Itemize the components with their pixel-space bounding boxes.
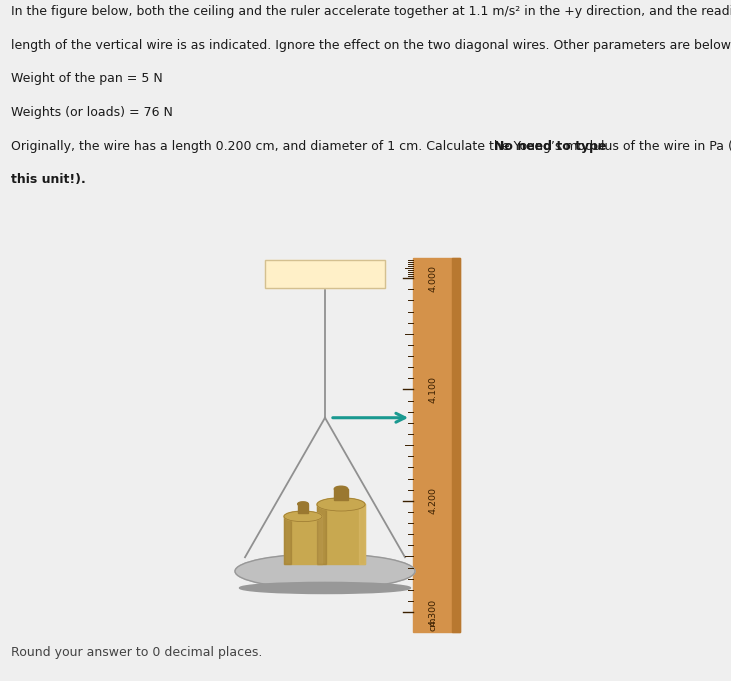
Text: No need to type: No need to type — [493, 140, 606, 153]
Text: cm: cm — [428, 617, 437, 631]
Bar — [298, 504, 308, 513]
Text: 4.300: 4.300 — [428, 599, 437, 626]
Ellipse shape — [334, 486, 348, 492]
Ellipse shape — [298, 502, 308, 506]
Bar — [334, 489, 348, 500]
Text: NOTES: Use pi = 3.14.: NOTES: Use pi = 3.14. — [11, 240, 166, 253]
Bar — [317, 505, 365, 565]
Ellipse shape — [284, 511, 322, 522]
Text: Final answer in ZERO decimal place.: Final answer in ZERO decimal place. — [11, 274, 265, 287]
Bar — [359, 505, 365, 565]
Text: Originally, the wire has a length 0.200 cm, and diameter of 1 cm. Calculate the : Originally, the wire has a length 0.200 … — [11, 140, 731, 153]
Text: Weight of the pan = 5 N: Weight of the pan = 5 N — [11, 72, 163, 85]
Ellipse shape — [317, 498, 365, 511]
Text: Weights (or loads) = 76 N: Weights (or loads) = 76 N — [11, 106, 173, 119]
Bar — [284, 516, 322, 565]
Text: 4.000: 4.000 — [428, 265, 437, 291]
Ellipse shape — [240, 582, 411, 594]
Text: this unit!).: this unit!). — [11, 174, 86, 187]
Bar — [317, 505, 325, 565]
Bar — [265, 260, 385, 288]
Text: In the figure below, both the ceiling and the ruler accelerate together at 1.1 m: In the figure below, both the ceiling an… — [11, 5, 731, 18]
Bar — [452, 258, 460, 632]
Bar — [413, 258, 460, 632]
Ellipse shape — [235, 554, 415, 588]
Text: 4.200: 4.200 — [428, 488, 437, 514]
Text: 4.100: 4.100 — [428, 376, 437, 403]
Text: length of the vertical wire is as indicated. Ignore the effect on the two diagon: length of the vertical wire is as indica… — [11, 39, 731, 52]
Bar — [284, 516, 291, 565]
Bar — [317, 516, 322, 565]
Text: Round your answer to 0 decimal places.: Round your answer to 0 decimal places. — [11, 646, 262, 659]
Bar — [265, 260, 385, 288]
